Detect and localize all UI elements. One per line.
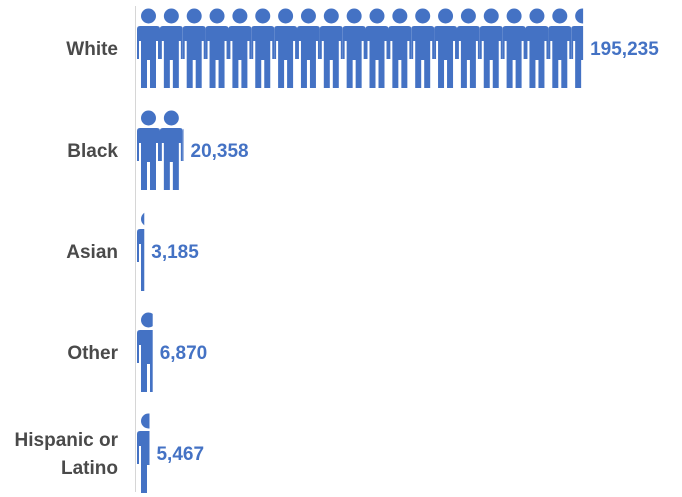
category-label-line: Other: [67, 343, 118, 364]
category-label-line: Hispanic or: [15, 430, 119, 451]
category-label: Other: [67, 343, 118, 364]
person-icon: [159, 8, 183, 88]
person-icon: [411, 8, 435, 88]
person-icon: [319, 8, 343, 88]
category-label-line: Black: [67, 141, 118, 162]
person-icon: [296, 8, 320, 88]
chart-rows: White 195,235 Black 20,358 Asian 3,185 Other 6,…: [15, 8, 659, 493]
category-label: Hispanic or Latino: [15, 430, 119, 479]
value-label: 6,870: [160, 343, 208, 364]
person-icon: [137, 312, 153, 392]
person-icon: [228, 8, 252, 88]
category-label: White: [66, 39, 118, 60]
person-icon: [502, 8, 526, 88]
value-label: 20,358: [191, 141, 249, 162]
person-icon: [365, 8, 389, 88]
person-icon: [251, 8, 275, 88]
person-icon: [182, 8, 206, 88]
category-label: Asian: [66, 242, 118, 263]
category-label-line: Latino: [61, 458, 118, 479]
person-icon: [388, 8, 412, 88]
person-icon: [205, 8, 229, 88]
value-label: 5,467: [156, 444, 204, 465]
person-icon: [342, 8, 366, 88]
category-label-line: Asian: [66, 242, 118, 263]
person-icon: [434, 8, 458, 88]
person-icon: [456, 8, 480, 88]
pictogram-bar: [137, 312, 153, 392]
category-label-line: White: [66, 39, 118, 60]
person-icon: [479, 8, 503, 88]
category-label: Black: [67, 141, 118, 162]
person-icon: [548, 8, 572, 88]
person-icon: [137, 8, 160, 88]
person-icon: [274, 8, 298, 88]
person-icon: [159, 110, 183, 190]
person-icon: [525, 8, 549, 88]
person-icon: [137, 110, 160, 190]
value-label: 3,185: [151, 242, 199, 263]
pictogram-bar: [137, 8, 584, 88]
value-label: 195,235: [590, 39, 659, 60]
